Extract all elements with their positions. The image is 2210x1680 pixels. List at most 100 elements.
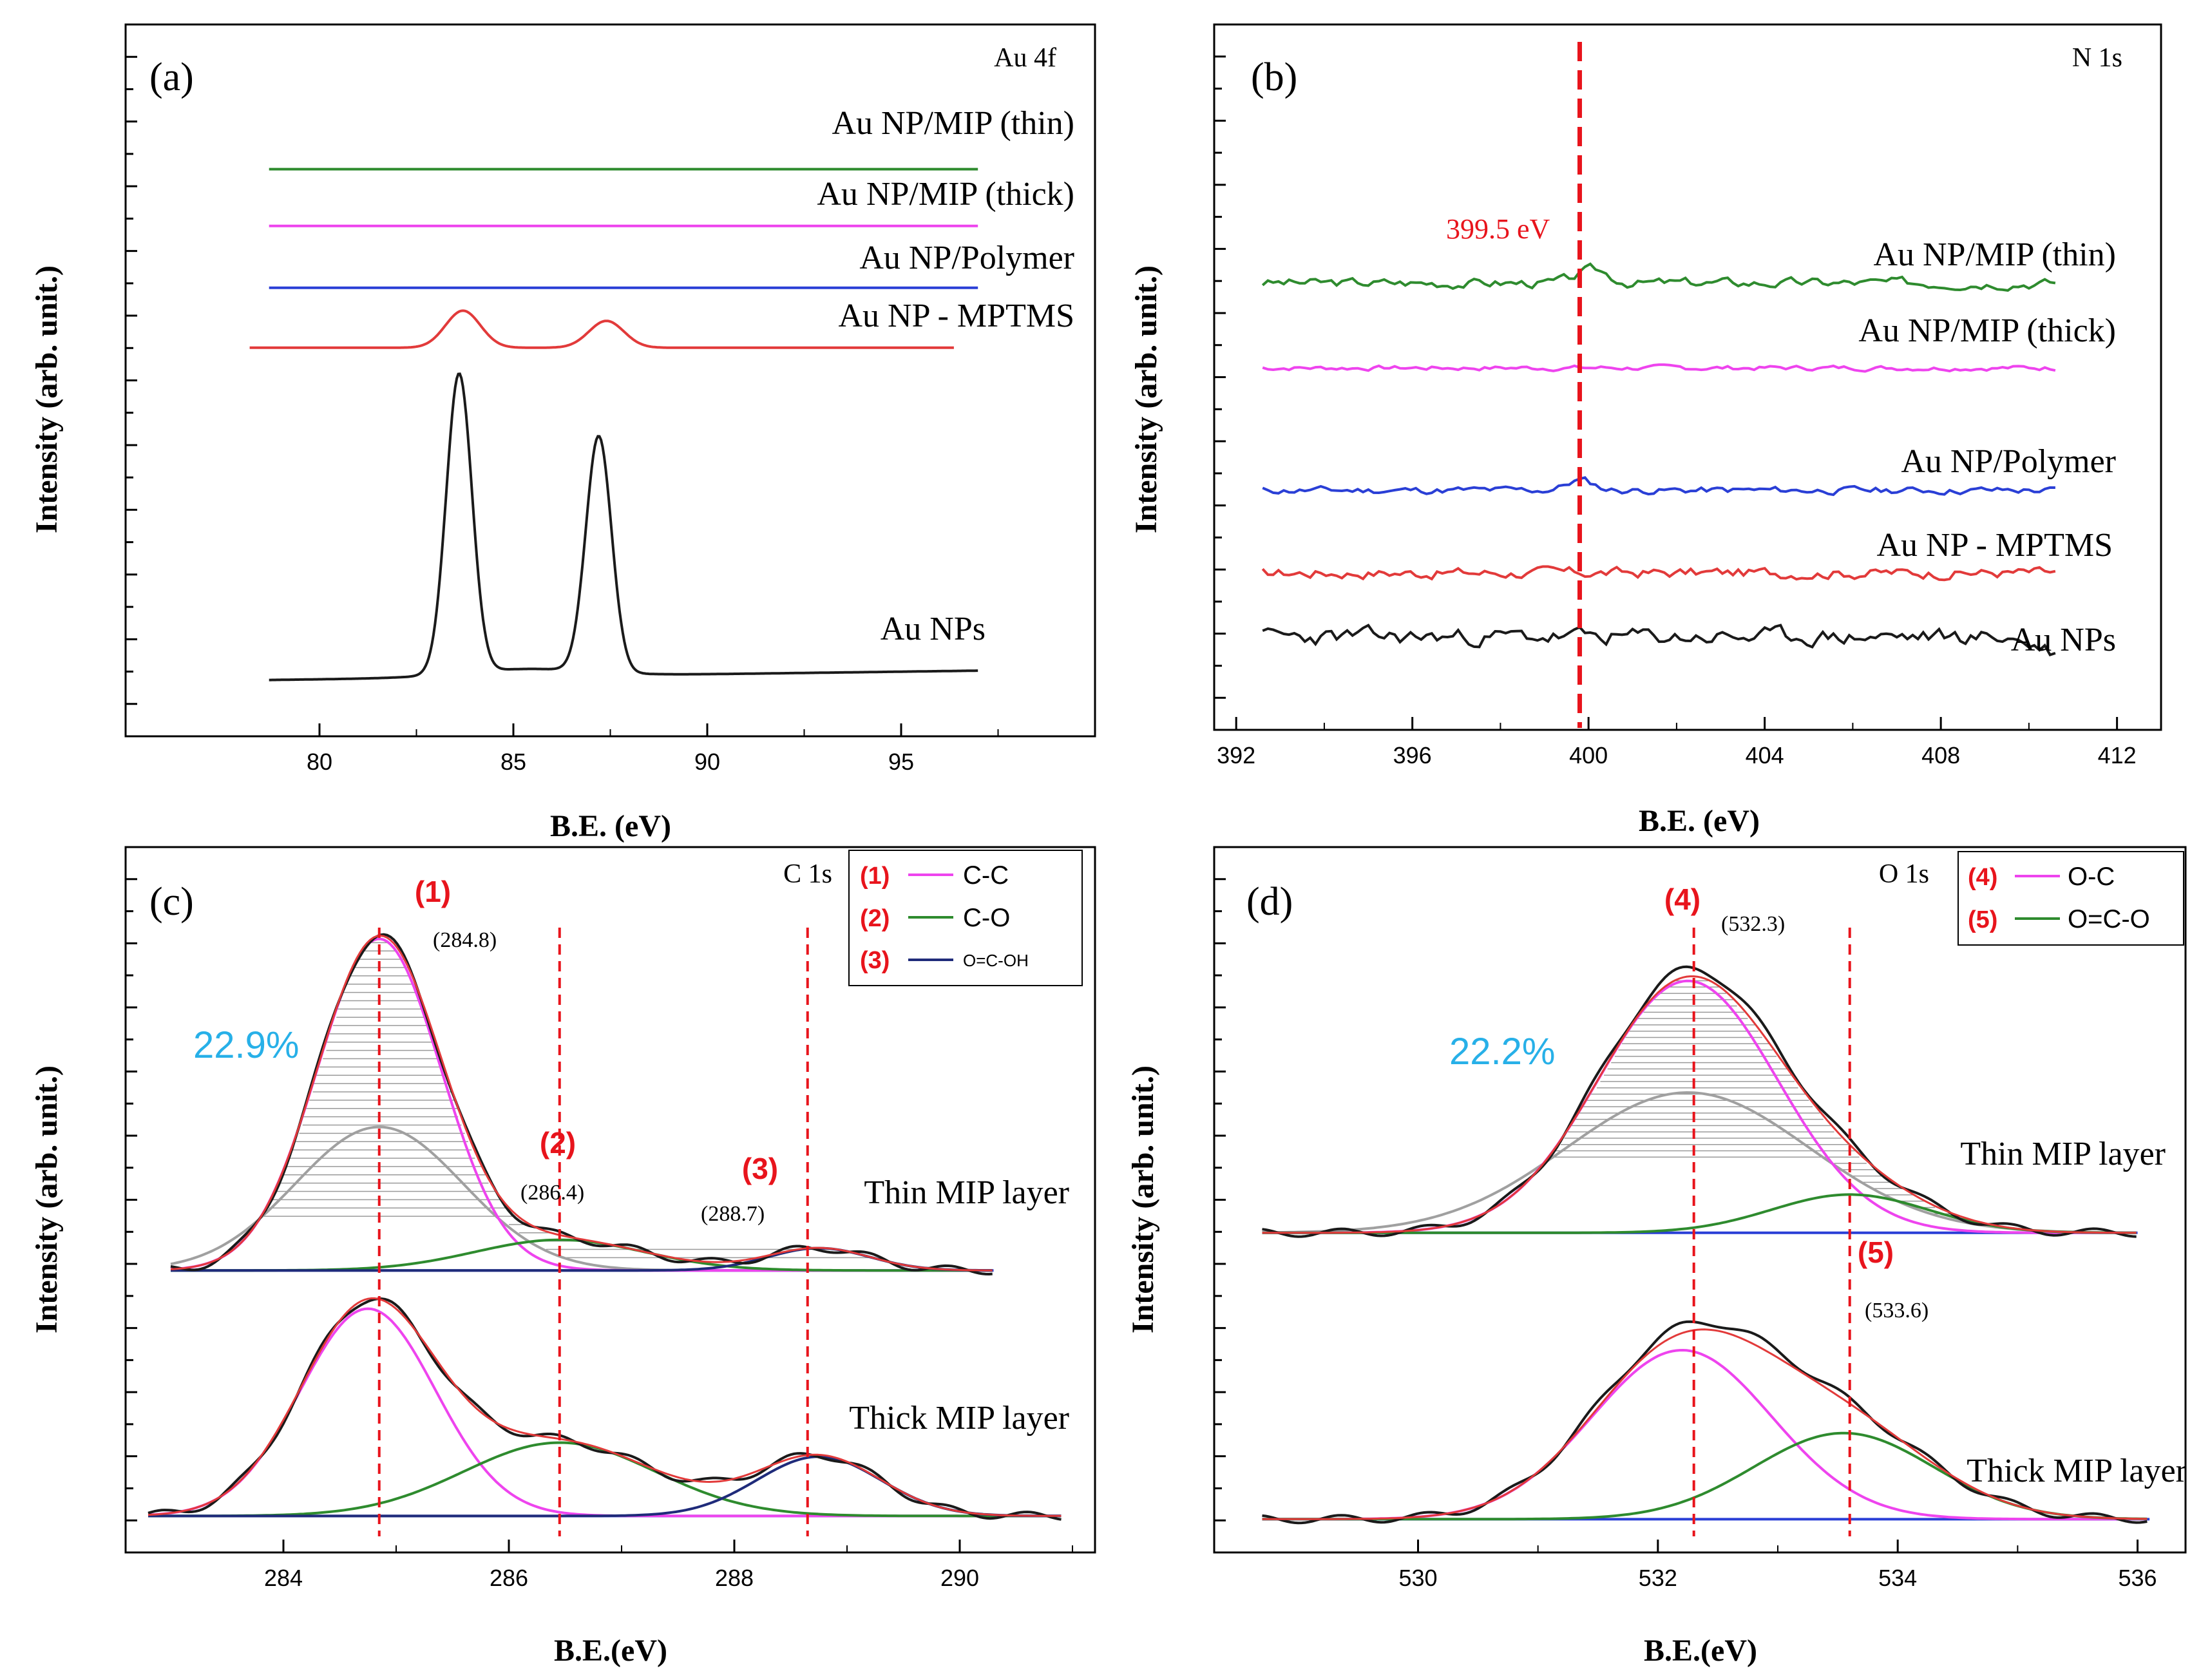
panel-d-lines: [1262, 965, 2150, 1525]
c-label-thick: Thick MIP layer: [849, 1400, 1069, 1437]
b-series-line-1: [1262, 363, 2056, 373]
panel-d-ylabel: Intensity (arb. unit.): [1126, 1065, 1160, 1333]
x-tick-label-1: 532: [1639, 1565, 1677, 1591]
b-label-thick: Au NP/MIP (thick): [1858, 312, 2116, 349]
x-tick-label-2: 288: [715, 1565, 754, 1591]
c-marker-value-2: (286.4): [520, 1181, 584, 1205]
panel-c-core-level: C 1s: [783, 859, 832, 889]
panel-b: 392 396 400 404 408 412 399.5 eV (b) N 1s Au …: [1129, 23, 2162, 838]
c-label-thin: Thin MIP layer: [864, 1174, 1069, 1211]
a-label-mptms: Au NP - MPTMS: [839, 298, 1075, 334]
panel-b-ticks: 392 396 400 404 408 412: [1214, 55, 2137, 768]
x-tick-label-2: 534: [1878, 1565, 1917, 1591]
c-area-percent: 22.9%: [193, 1024, 299, 1066]
panel-b-core-level: N 1s: [2072, 43, 2122, 73]
panel-c-xlabel: B.E.(eV): [554, 1634, 667, 1668]
panel-a-lines: [249, 167, 978, 682]
x-tick-label-0: 284: [264, 1565, 303, 1591]
panel-a-core-level: Au 4f: [994, 43, 1056, 73]
d-legend-label-4: O-C: [2068, 863, 2115, 891]
panel-c: 284 286 288 290 (c) C 1s (1) (284.8) (2) (2…: [30, 846, 1096, 1668]
panel-c-legend: (1) C-C (2) C-O (3) O=C-OH: [848, 850, 1083, 986]
x-tick-label-3: 290: [940, 1565, 979, 1591]
b-label-polymer: Au NP/Polymer: [1901, 443, 2116, 480]
panel-d: 530 532 534 536 (d) O 1s (4) (532.3) (5) (5…: [1126, 846, 2187, 1668]
x-tick-label-1: 286: [490, 1565, 528, 1591]
a-label-au-nps: Au NPs: [881, 611, 986, 647]
panel-d-core-level: O 1s: [1879, 859, 1929, 889]
b-series-line-3: [1261, 565, 2056, 582]
c-legend-num-1: (1): [860, 863, 890, 890]
c-legend-label-2: C-O: [963, 904, 1010, 932]
b-marker-label: 399.5 eV: [1446, 213, 1550, 245]
d-marker-num-5: (5): [1858, 1236, 1894, 1269]
c-marker-value-1: (284.8): [433, 928, 497, 952]
panel-d-label: (d): [1246, 880, 1293, 924]
c-marker-num-1: (1): [415, 875, 451, 908]
c-legend-box: [848, 850, 1083, 986]
a-series-line-4: [269, 372, 978, 682]
panel-a-xlabel: B.E. (eV): [550, 809, 671, 843]
d-marker-num-4: (4): [1664, 883, 1700, 916]
x-tick-label-2: 90: [694, 749, 720, 775]
b-label-mptms: Au NP - MPTMS: [1877, 527, 2113, 564]
x-tick-label-5: 412: [2098, 742, 2137, 768]
x-tick-label-3: 95: [888, 749, 914, 775]
panel-c-label: (c): [149, 880, 194, 924]
x-tick-label-0: 530: [1398, 1565, 1437, 1591]
c-marker-num-2: (2): [540, 1126, 576, 1160]
x-tick-label-3: 536: [2118, 1565, 2157, 1591]
panel-a-ylabel: Intensity (arb. unit.): [30, 265, 64, 533]
x-tick-label-4: 408: [1921, 742, 1960, 768]
a-label-polymer: Au NP/Polymer: [859, 240, 1074, 276]
panel-b-label: (b): [1251, 55, 1297, 99]
x-tick-label-3: 404: [1746, 742, 1784, 768]
b-series-line-4: [1262, 624, 2056, 657]
d-label-thin: Thin MIP layer: [1960, 1136, 2166, 1172]
a-label-thick: Au NP/MIP (thick): [817, 176, 1074, 213]
x-tick-label-1: 396: [1393, 742, 1432, 768]
fit-envelope-1: [148, 1297, 1062, 1517]
c-legend-label-1: C-C: [963, 861, 1009, 890]
c-marker-value-3: (288.7): [701, 1202, 765, 1226]
d-label-thick: Thick MIP layer: [1967, 1453, 2187, 1489]
d-legend-box: [1958, 851, 2184, 946]
fit-envelope-0: [1262, 975, 2137, 1234]
b-series-line-0: [1261, 262, 2056, 292]
panel-d-ticks: 530 532 534 536: [1214, 878, 2157, 1591]
panel-b-lines: [1261, 262, 2056, 657]
d-marker-value-5: (533.6): [1865, 1299, 1929, 1322]
panel-d-markers: [1692, 928, 1851, 1536]
a-label-thin: Au NP/MIP (thin): [832, 105, 1074, 142]
panel-a: 80 85 90 95 (a) Au 4f Au NP/MIP (thin) Au N…: [30, 23, 1096, 843]
b-series-line-2: [1262, 476, 2055, 497]
x-tick-label-1: 85: [500, 749, 526, 775]
b-label-thin: Au NP/MIP (thin): [1873, 236, 2116, 273]
fit-envelope-1: [1262, 1328, 2148, 1520]
d-legend-label-5: O=C-O: [2068, 905, 2150, 933]
panel-d-xlabel: B.E.(eV): [1644, 1634, 1757, 1668]
c-legend-num-3: (3): [860, 947, 890, 974]
c-marker-num-3: (3): [742, 1152, 778, 1185]
panel-b-ylabel: Intensity (arb. unit.): [1129, 265, 1163, 533]
panel-c-ylabel: Intensity (arb. unit.): [30, 1065, 64, 1333]
x-tick-label-0: 80: [307, 749, 332, 775]
x-tick-label-0: 392: [1217, 742, 1255, 768]
raw-data-1: [1262, 1320, 2148, 1525]
fit-envelope-0: [170, 934, 993, 1272]
panel-b-xlabel: B.E. (eV): [1639, 804, 1760, 838]
c-legend-num-2: (2): [860, 905, 890, 932]
d-marker-value-4: (532.3): [1721, 912, 1785, 936]
x-tick-label-2: 400: [1569, 742, 1608, 768]
d-legend-num-5: (5): [1968, 906, 1997, 933]
a-series-line-3: [249, 309, 954, 349]
b-label-au-nps: Au NPs: [2011, 622, 2116, 658]
d-legend-num-4: (4): [1968, 864, 1997, 891]
panel-a-label: (a): [149, 55, 194, 99]
panel-a-ticks: 80 85 90 95: [126, 55, 999, 775]
c-legend-label-3: O=C-OH: [963, 951, 1029, 970]
d-area-percent: 22.2%: [1449, 1031, 1555, 1073]
panel-c-markers: [377, 928, 809, 1536]
